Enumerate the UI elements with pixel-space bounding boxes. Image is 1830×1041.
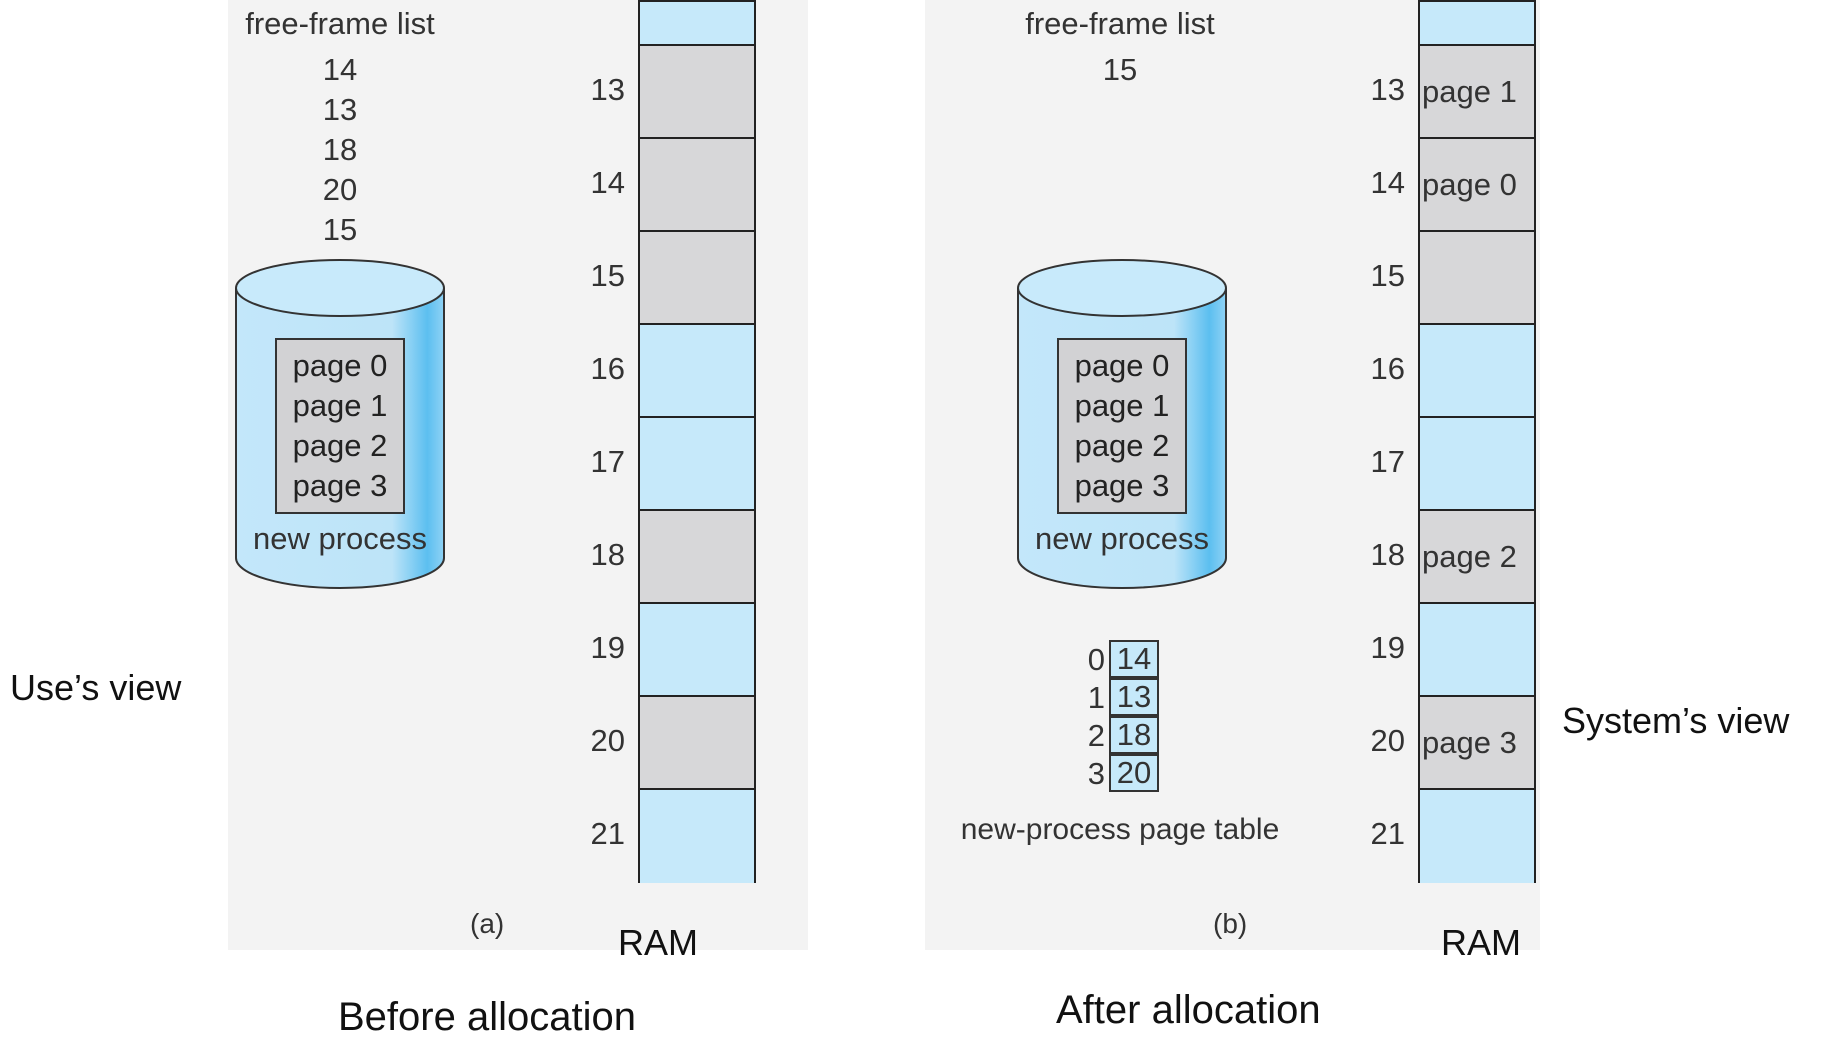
- disk-page-item: page 2: [1074, 428, 1170, 463]
- frame-number: 13: [590, 72, 625, 107]
- ram-frame: page 1: [1420, 46, 1534, 139]
- disk-page-item: page 0: [1074, 348, 1170, 383]
- frame-number: 15: [590, 258, 625, 293]
- free-frame-item: 20: [322, 172, 358, 207]
- frame-number: 20: [590, 723, 625, 758]
- page-table-index: 3: [1087, 756, 1105, 791]
- frame-number: 19: [1370, 630, 1405, 665]
- frame-number: 15: [1370, 258, 1405, 293]
- page-table-frame: 20: [1109, 754, 1159, 792]
- users-view-label: Use’s view: [10, 667, 182, 708]
- frame-number: 17: [590, 444, 625, 479]
- frame-number: 16: [590, 351, 625, 386]
- frame-number: 17: [1370, 444, 1405, 479]
- ram-frame: [640, 418, 754, 511]
- ram-frame: [640, 325, 754, 418]
- ram-frame: [640, 46, 754, 139]
- page-table-index: 2: [1087, 718, 1105, 753]
- ram-label-a: RAM: [618, 922, 698, 963]
- frame-number: 14: [1370, 165, 1405, 200]
- frame-number: 18: [590, 537, 625, 572]
- ram-frame: [1420, 790, 1534, 883]
- frame-number: 16: [1370, 351, 1405, 386]
- ram-frame: [1420, 418, 1534, 511]
- free-frame-list-title-b: free-frame list: [1025, 6, 1215, 41]
- page-table-label: new-process page table: [960, 813, 1280, 846]
- caption-before-allocation: Before allocation: [338, 995, 636, 1039]
- new-process-label: new process: [1034, 521, 1210, 556]
- new-process-label: new process: [252, 521, 428, 556]
- frame-number: 20: [1370, 723, 1405, 758]
- ram-label-b: RAM: [1441, 922, 1521, 963]
- page-table-frame: 13: [1109, 678, 1159, 716]
- frame-number: 18: [1370, 537, 1405, 572]
- ram-column-a: [638, 0, 756, 883]
- panel-letter-a: (a): [470, 908, 505, 939]
- free-frame-list-title-a: free-frame list: [245, 6, 435, 41]
- ram-frame: [1420, 604, 1534, 697]
- panel-letter-b: (b): [1213, 908, 1248, 939]
- ram-frame: page 0: [1420, 139, 1534, 232]
- disk-page-item: page 1: [1074, 388, 1170, 423]
- disk-pages-box: page 0 page 1 page 2 page 3: [275, 338, 405, 514]
- ram-frame-partial: [640, 2, 754, 46]
- disk-page-item: page 2: [292, 428, 388, 463]
- ram-frame: [640, 604, 754, 697]
- frame-number: 14: [590, 165, 625, 200]
- free-frame-list-a: 14 13 18 20 15: [290, 50, 390, 250]
- ram-frame: [640, 511, 754, 604]
- ram-frame-partial: [1420, 2, 1534, 46]
- disk-page-item: page 3: [292, 468, 388, 503]
- frame-number: 19: [590, 630, 625, 665]
- free-frame-item: 18: [322, 132, 358, 167]
- ram-frame: [640, 697, 754, 790]
- ram-frame: [1420, 325, 1534, 418]
- ram-column-b: page 1 page 0 page 2 page 3: [1418, 0, 1536, 883]
- page-table-index: 1: [1087, 680, 1105, 715]
- free-frame-item: 14: [322, 52, 358, 87]
- page-table-frame: 14: [1109, 640, 1159, 678]
- frame-number: 13: [1370, 72, 1405, 107]
- disk-page-item: page 1: [292, 388, 388, 423]
- ram-frame: page 3: [1420, 697, 1534, 790]
- free-frame-item: 13: [322, 92, 358, 127]
- systems-view-label: System’s view: [1562, 700, 1790, 741]
- ram-frame: [1420, 232, 1534, 325]
- free-frame-item: 15: [1102, 52, 1138, 87]
- ram-frame: [640, 232, 754, 325]
- frame-number: 21: [590, 816, 625, 851]
- ram-frame: [640, 139, 754, 232]
- ram-frame: page 2: [1420, 511, 1534, 604]
- free-frame-list-b: 15: [1070, 50, 1170, 90]
- page-table-index: 0: [1087, 642, 1105, 677]
- disk-page-item: page 3: [1074, 468, 1170, 503]
- page-table-frame: 18: [1109, 716, 1159, 754]
- free-frame-item: 15: [322, 212, 358, 247]
- disk-page-item: page 0: [292, 348, 388, 383]
- disk-pages-box: page 0 page 1 page 2 page 3: [1057, 338, 1187, 514]
- ram-frame: [640, 790, 754, 883]
- frame-number: 21: [1370, 816, 1405, 851]
- caption-after-allocation: After allocation: [1056, 988, 1321, 1032]
